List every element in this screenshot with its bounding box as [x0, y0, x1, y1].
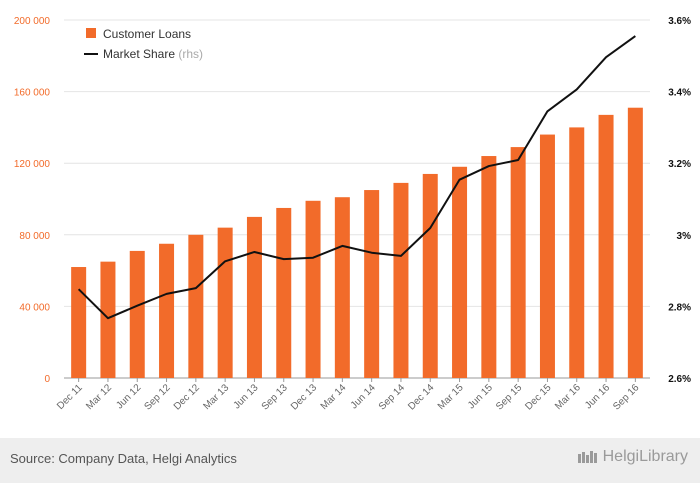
- right-tick-label: 2.6%: [668, 374, 691, 385]
- right-tick-label: 3.4%: [668, 88, 691, 99]
- x-tick-label: Sep 15: [494, 382, 524, 412]
- loans-bars: [71, 107, 643, 379]
- x-tick-label: Sep 14: [377, 382, 407, 412]
- x-tick-label: Jun 15: [466, 382, 495, 411]
- x-tick-label: Sep 16: [611, 382, 641, 412]
- left-tick-label: 0: [44, 374, 50, 385]
- right-tick-label: 3.6%: [668, 16, 691, 27]
- loans-bar: [100, 261, 116, 378]
- right-tick-label: 2.8%: [668, 302, 691, 313]
- legend-swatch-loans: [86, 28, 96, 38]
- x-tick-label: Mar 12: [84, 382, 114, 412]
- x-tick-label: Mar 16: [553, 382, 583, 412]
- right-tick-label: 3%: [677, 231, 692, 242]
- left-tick-label: 200 000: [14, 16, 51, 27]
- market-share-line: [77, 35, 636, 320]
- loans-bar: [246, 216, 262, 378]
- x-tick-label: Jun 13: [232, 382, 261, 411]
- left-axis-ticks: 0 40 000 80 000 120 000 160 000 200 000: [14, 16, 51, 385]
- x-tick-label: Jun 12: [114, 382, 143, 411]
- loans-bar: [71, 267, 87, 378]
- library-icon: [577, 450, 599, 464]
- loans-bar: [129, 250, 145, 378]
- x-tick-label: Jun 14: [349, 382, 378, 411]
- loans-bar: [598, 114, 614, 379]
- loans-bar: [569, 127, 585, 379]
- source-text: Source: Company Data, Helgi Analytics: [10, 451, 237, 466]
- left-tick-label: 80 000: [19, 231, 50, 242]
- loans-bar: [452, 166, 468, 378]
- loans-bar: [627, 107, 643, 379]
- loans-bar: [393, 182, 409, 378]
- x-tick-label: Dec 13: [289, 382, 319, 412]
- brand-logo[interactable]: HelgiLibrary: [577, 448, 688, 466]
- loans-bar: [364, 190, 380, 378]
- x-tick-label: Jun 16: [583, 382, 612, 411]
- left-tick-label: 160 000: [14, 88, 51, 99]
- right-tick-label: 3.2%: [668, 159, 691, 170]
- x-tick-label: Mar 15: [436, 382, 466, 412]
- loans-bar: [305, 200, 321, 378]
- footer: Source: Company Data, Helgi Analytics He…: [0, 438, 700, 483]
- x-tick-label: Mar 13: [201, 382, 231, 412]
- x-axis-ticks: Dec 11 Mar 12 Jun 12 Sep 12 Dec 12 Mar 13 Jun …: [55, 378, 642, 413]
- legend: Customer Loans Market Share (rhs): [84, 27, 203, 61]
- loans-bar: [510, 147, 526, 378]
- market-share-series-line: [77, 35, 636, 320]
- loans-bar: [539, 134, 555, 378]
- x-tick-label: Dec 12: [172, 382, 202, 412]
- loans-bar: [422, 173, 438, 378]
- legend-share-name: Market Share: [103, 47, 175, 61]
- legend-label-loans: Customer Loans: [103, 27, 191, 41]
- loans-bar: [276, 207, 292, 378]
- left-tick-label: 120 000: [14, 159, 51, 170]
- right-axis-ticks: 2.6% 2.8% 3% 3.2% 3.4% 3.6%: [668, 16, 691, 385]
- loans-bar: [188, 234, 204, 378]
- loans-bar: [481, 156, 497, 378]
- x-tick-label: Mar 14: [319, 382, 349, 412]
- legend-label-share: Market Share (rhs): [103, 47, 203, 61]
- x-tick-label: Dec 14: [406, 382, 436, 412]
- brand-name: HelgiLibrary: [602, 448, 688, 465]
- loans-bar: [159, 243, 175, 378]
- x-tick-label: Sep 12: [142, 382, 172, 412]
- x-tick-label: Dec 11: [55, 382, 85, 412]
- legend-share-rhs: (rhs): [178, 47, 203, 61]
- loans-bar: [334, 197, 350, 378]
- gridlines: [64, 19, 650, 379]
- left-tick-label: 40 000: [19, 302, 50, 313]
- x-tick-label: Dec 15: [523, 382, 553, 412]
- x-tick-label: Sep 13: [260, 382, 290, 412]
- loans-bar: [217, 227, 233, 378]
